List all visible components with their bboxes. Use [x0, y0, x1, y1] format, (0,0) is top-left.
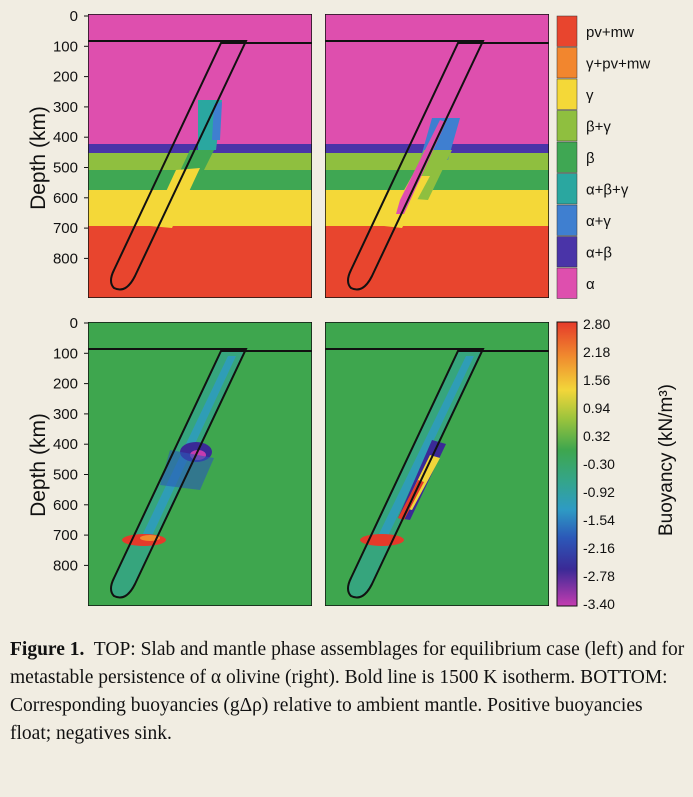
colorbar-tick-label: -2.78	[583, 568, 615, 584]
colorbar-tick-label: 2.18	[583, 344, 610, 360]
colorbar-tick-label: 0.32	[583, 428, 610, 444]
colorbar-tick-label: -2.16	[583, 540, 615, 556]
legend-swatch	[556, 236, 578, 268]
y-tick-label: 100	[53, 38, 78, 55]
y-tick-label: 300	[53, 406, 78, 423]
buoyancy-colorbar	[556, 321, 578, 607]
caption-figure-label: Figure 1.	[10, 639, 85, 660]
y-tick-label: 500	[53, 467, 78, 484]
colorbar-ticks: 2.80 2.18 1.56 0.94 0.32 -0.30 -0.92 -1.54 -2.16…	[583, 316, 615, 612]
y-tick-label: 800	[53, 250, 78, 267]
legend-label: β	[586, 150, 595, 167]
colorbar-tick-label: 1.56	[583, 372, 610, 388]
y-tick-label: 400	[53, 436, 78, 453]
y-tick-label: 800	[53, 557, 78, 574]
legend-label: γ+pv+mw	[586, 55, 650, 72]
y-axis-label-bottom: Depth (km)	[27, 413, 50, 517]
legend-swatch	[556, 15, 578, 47]
y-tick-label: 200	[53, 69, 78, 86]
y-tick-label: 500	[53, 160, 78, 177]
colorbar-tick-label: 2.80	[583, 316, 610, 332]
panel-top-right-phases	[325, 14, 549, 298]
y-tick-label: 700	[53, 220, 78, 237]
y-tick-label: 300	[53, 99, 78, 116]
y-axis-label-top: Depth (km)	[27, 106, 50, 210]
y-tick-label: 400	[53, 129, 78, 146]
caption-text: TOP: Slab and mantle phase assemblages f…	[10, 639, 685, 744]
legend-label: pv+mw	[586, 24, 634, 41]
figure-caption: Figure 1. TOP: Slab and mantle phase ass…	[10, 636, 686, 748]
y-tick-label: 600	[53, 497, 78, 514]
y-tick-label: 0	[70, 8, 78, 25]
colorbar-tick-label: -1.54	[583, 512, 615, 528]
y-tick-label: 700	[53, 527, 78, 544]
panel-bottom-left-buoyancy	[88, 322, 312, 606]
colorbar-tick-label: -0.30	[583, 456, 615, 472]
legend-swatch	[556, 47, 578, 79]
legend-label: β+γ	[586, 118, 611, 135]
y-tick-label: 100	[53, 345, 78, 362]
panel-bottom-right-buoyancy	[325, 322, 549, 606]
figure: Depth (km) Depth (km) 0 100 200 300 400 500 60…	[27, 8, 677, 612]
legend-swatch	[556, 204, 578, 236]
legend-label: α+β+γ	[586, 181, 629, 198]
colorbar-title: Buoyancy (kN/m³)	[656, 384, 677, 536]
y-axis-ticks-top: 0 100 200 300 400 500 600 700 800	[53, 8, 88, 267]
legend-swatch	[556, 267, 578, 299]
y-tick-label: 0	[70, 315, 78, 332]
colorbar-tick-label: -0.92	[583, 484, 615, 500]
legend-label: α+β	[586, 244, 612, 261]
legend-label: α	[586, 276, 595, 293]
legend-swatch	[556, 173, 578, 205]
legend-label: α+γ	[586, 213, 611, 230]
colorbar-tick-label: 0.94	[583, 400, 610, 416]
y-axis-ticks-bottom: 0 100 200 300 400 500 600 700 800	[53, 315, 88, 574]
phase-legend: pv+mw γ+pv+mw γ β+γ β α+β+γ α+γ α+β α	[556, 15, 650, 299]
y-tick-label: 600	[53, 190, 78, 207]
y-tick-label: 200	[53, 376, 78, 393]
legend-swatch	[556, 110, 578, 142]
legend-label: γ	[586, 87, 594, 104]
colorbar-tick-label: -3.40	[583, 596, 615, 612]
legend-swatch	[556, 78, 578, 110]
panel-top-left-phases	[88, 14, 312, 298]
legend-swatch	[556, 141, 578, 173]
